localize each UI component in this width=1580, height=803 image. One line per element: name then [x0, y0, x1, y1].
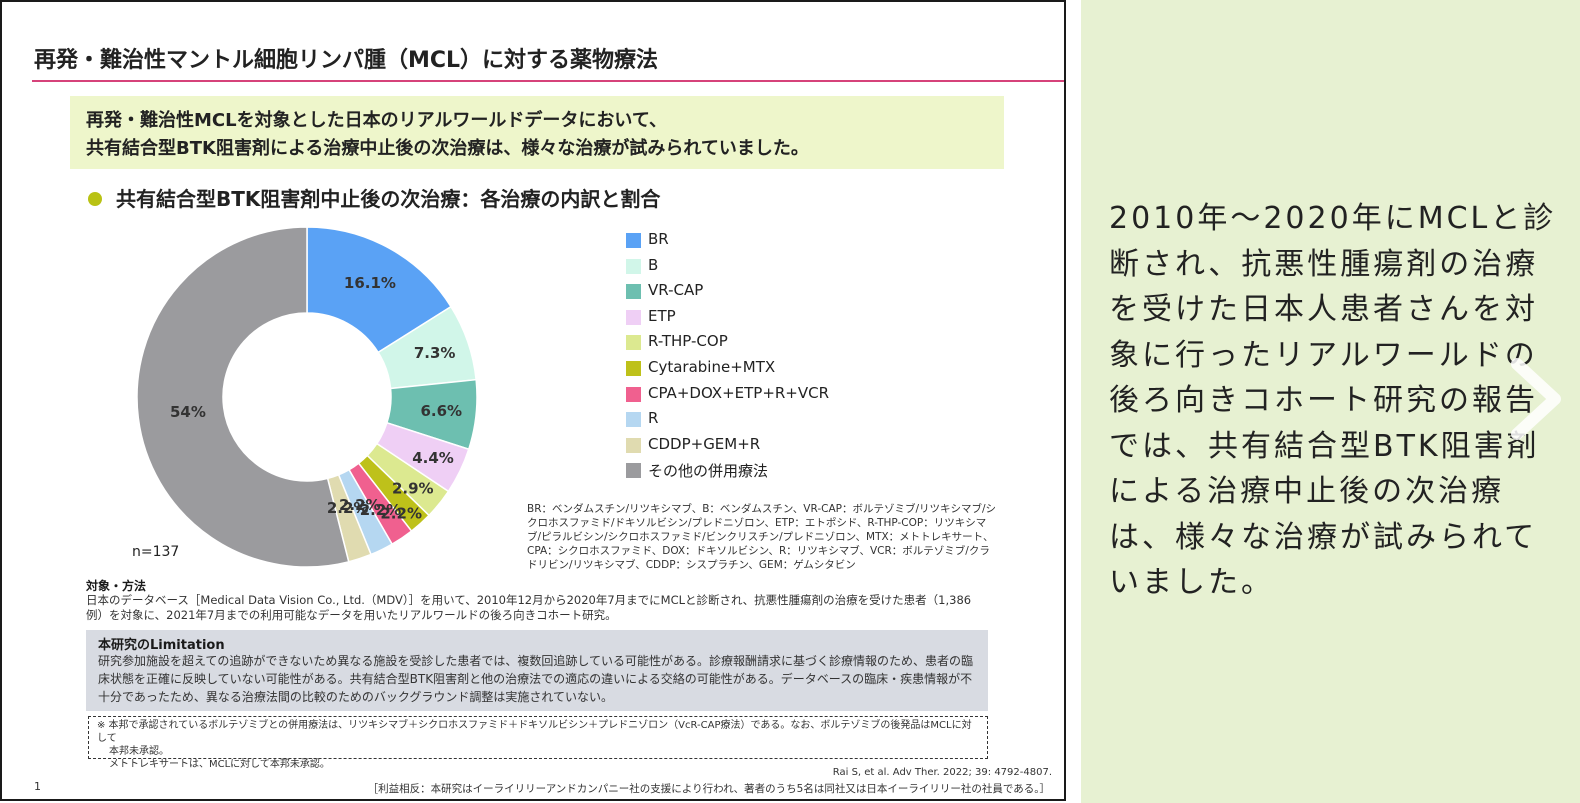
- callout-line-1: 再発・難治性MCLを対象とした日本のリアルワールドデータにおいて、: [86, 110, 667, 131]
- legend-label: ETP: [648, 306, 676, 325]
- section-title: 共有結合型BTK阻害剤中止後の次治療：各治療の内訳と割合: [116, 187, 661, 211]
- legend-swatch: [626, 437, 641, 453]
- limitation-text: 研究参加施設を超えての追跡ができないため異なる施設を受診した患者では、複数回追跡…: [98, 654, 974, 704]
- legend-swatch: [626, 412, 641, 428]
- legend-label: Cytarabine+MTX: [648, 358, 776, 376]
- abbreviations-note: BR：ベンダムスチン/リツキシマブ、B：ベンダムスチン、VR-CAP：ボルテゾミ…: [527, 503, 997, 571]
- citation: Rai S, et al. Adv Ther. 2022; 39: 4792-4…: [832, 767, 1052, 778]
- slice-label-4: 2.9%: [392, 480, 434, 498]
- slice-9: [136, 226, 350, 568]
- bullet-icon: [88, 192, 102, 206]
- slice-label-9: 54%: [170, 403, 206, 421]
- slice-label-8: 2.2%: [327, 499, 369, 517]
- sample-size-label: n=137: [132, 544, 180, 560]
- callout-line-2: 共有結合型BTK阻害剤による治療中止後の次治療は、様々な治療が試みられていました…: [86, 138, 809, 159]
- legend-swatch: [626, 361, 641, 376]
- slice-label-5: 2.2%: [380, 505, 422, 523]
- slice-label-3: 4.4%: [412, 449, 454, 467]
- limitation-title: 本研究のLimitation: [98, 638, 225, 653]
- footnote-box: ※ 本邦で承認されているボルテゾミブとの併用療法は、リツキシマブ＋シクロホスファ…: [88, 716, 988, 770]
- footnote-line-3: メトトレキサートは、MCLに対して本邦未承認。: [109, 759, 330, 770]
- legend-label: R-THP-COP: [648, 332, 728, 351]
- slide: 再発・難治性マントル細胞リンパ腫（MCL）に対する薬物療法 再発・難治性MCLを…: [0, 0, 1066, 801]
- callout-box: 再発・難治性MCLを対象とした日本のリアルワールドデータにおいて、 共有結合型B…: [70, 96, 1004, 169]
- legend-swatch: [626, 284, 641, 300]
- page-number: 1: [34, 780, 41, 793]
- donut-chart: 16.1%7.3%6.6%4.4%2.9%2.2%2.2%2.2%2.2%54%: [136, 226, 478, 568]
- conflict-of-interest: ［利益相反：本研究はイーライリリーアンドカンパニー社の支援により行われ、著者のう…: [367, 783, 1050, 795]
- legend-swatch: [626, 309, 641, 325]
- legend-swatch: [626, 463, 641, 479]
- slice-label-0: 16.1%: [344, 274, 396, 292]
- legend-label: その他の併用療法: [648, 462, 769, 481]
- legend-label: CDDP+GEM+R: [648, 434, 761, 453]
- legend-swatch: [626, 258, 641, 274]
- chevron-right-icon[interactable]: [1499, 354, 1569, 444]
- legend-swatch: [626, 335, 641, 351]
- summary-panel: 2010年～2020年にMCLと診断され、抗悪性腫瘍剤の治療を受けた日本人患者さ…: [1081, 0, 1580, 803]
- legend-label: BR: [648, 230, 669, 248]
- footnote-line-2: 本邦未承認。: [109, 746, 169, 757]
- legend-label: R: [648, 409, 659, 428]
- slice-label-1: 7.3%: [414, 344, 456, 362]
- legend-label: VR-CAP: [648, 281, 704, 300]
- title-divider: [32, 80, 1064, 82]
- slide-title: 再発・難治性マントル細胞リンパ腫（MCL）に対する薬物療法: [34, 48, 659, 73]
- slice-label-7: 2.2%: [339, 496, 381, 514]
- slice-label-2: 6.6%: [420, 402, 462, 420]
- summary-text: 2010年～2020年にMCLと診断され、抗悪性腫瘍剤の治療を受けた日本人患者さ…: [1109, 201, 1557, 600]
- footnote-line-1: ※ 本邦で承認されているボルテゾミブとの併用療法は、リツキシマブ＋シクロホスファ…: [97, 720, 972, 744]
- limitation-box: 本研究のLimitation 研究参加施設を超えての追跡ができないため異なる施設…: [86, 630, 988, 711]
- methods-title: 対象・方法: [86, 579, 147, 593]
- legend-swatch: [626, 233, 641, 248]
- methods-text: 日本のデータベース［Medical Data Vision Co., Ltd.（…: [86, 593, 972, 622]
- legend-swatch: [626, 386, 641, 402]
- legend-label: CPA+DOX+ETP+R+VCR: [648, 383, 830, 402]
- slice-label-6: 2.2%: [360, 501, 402, 519]
- legend-label: B: [648, 255, 659, 274]
